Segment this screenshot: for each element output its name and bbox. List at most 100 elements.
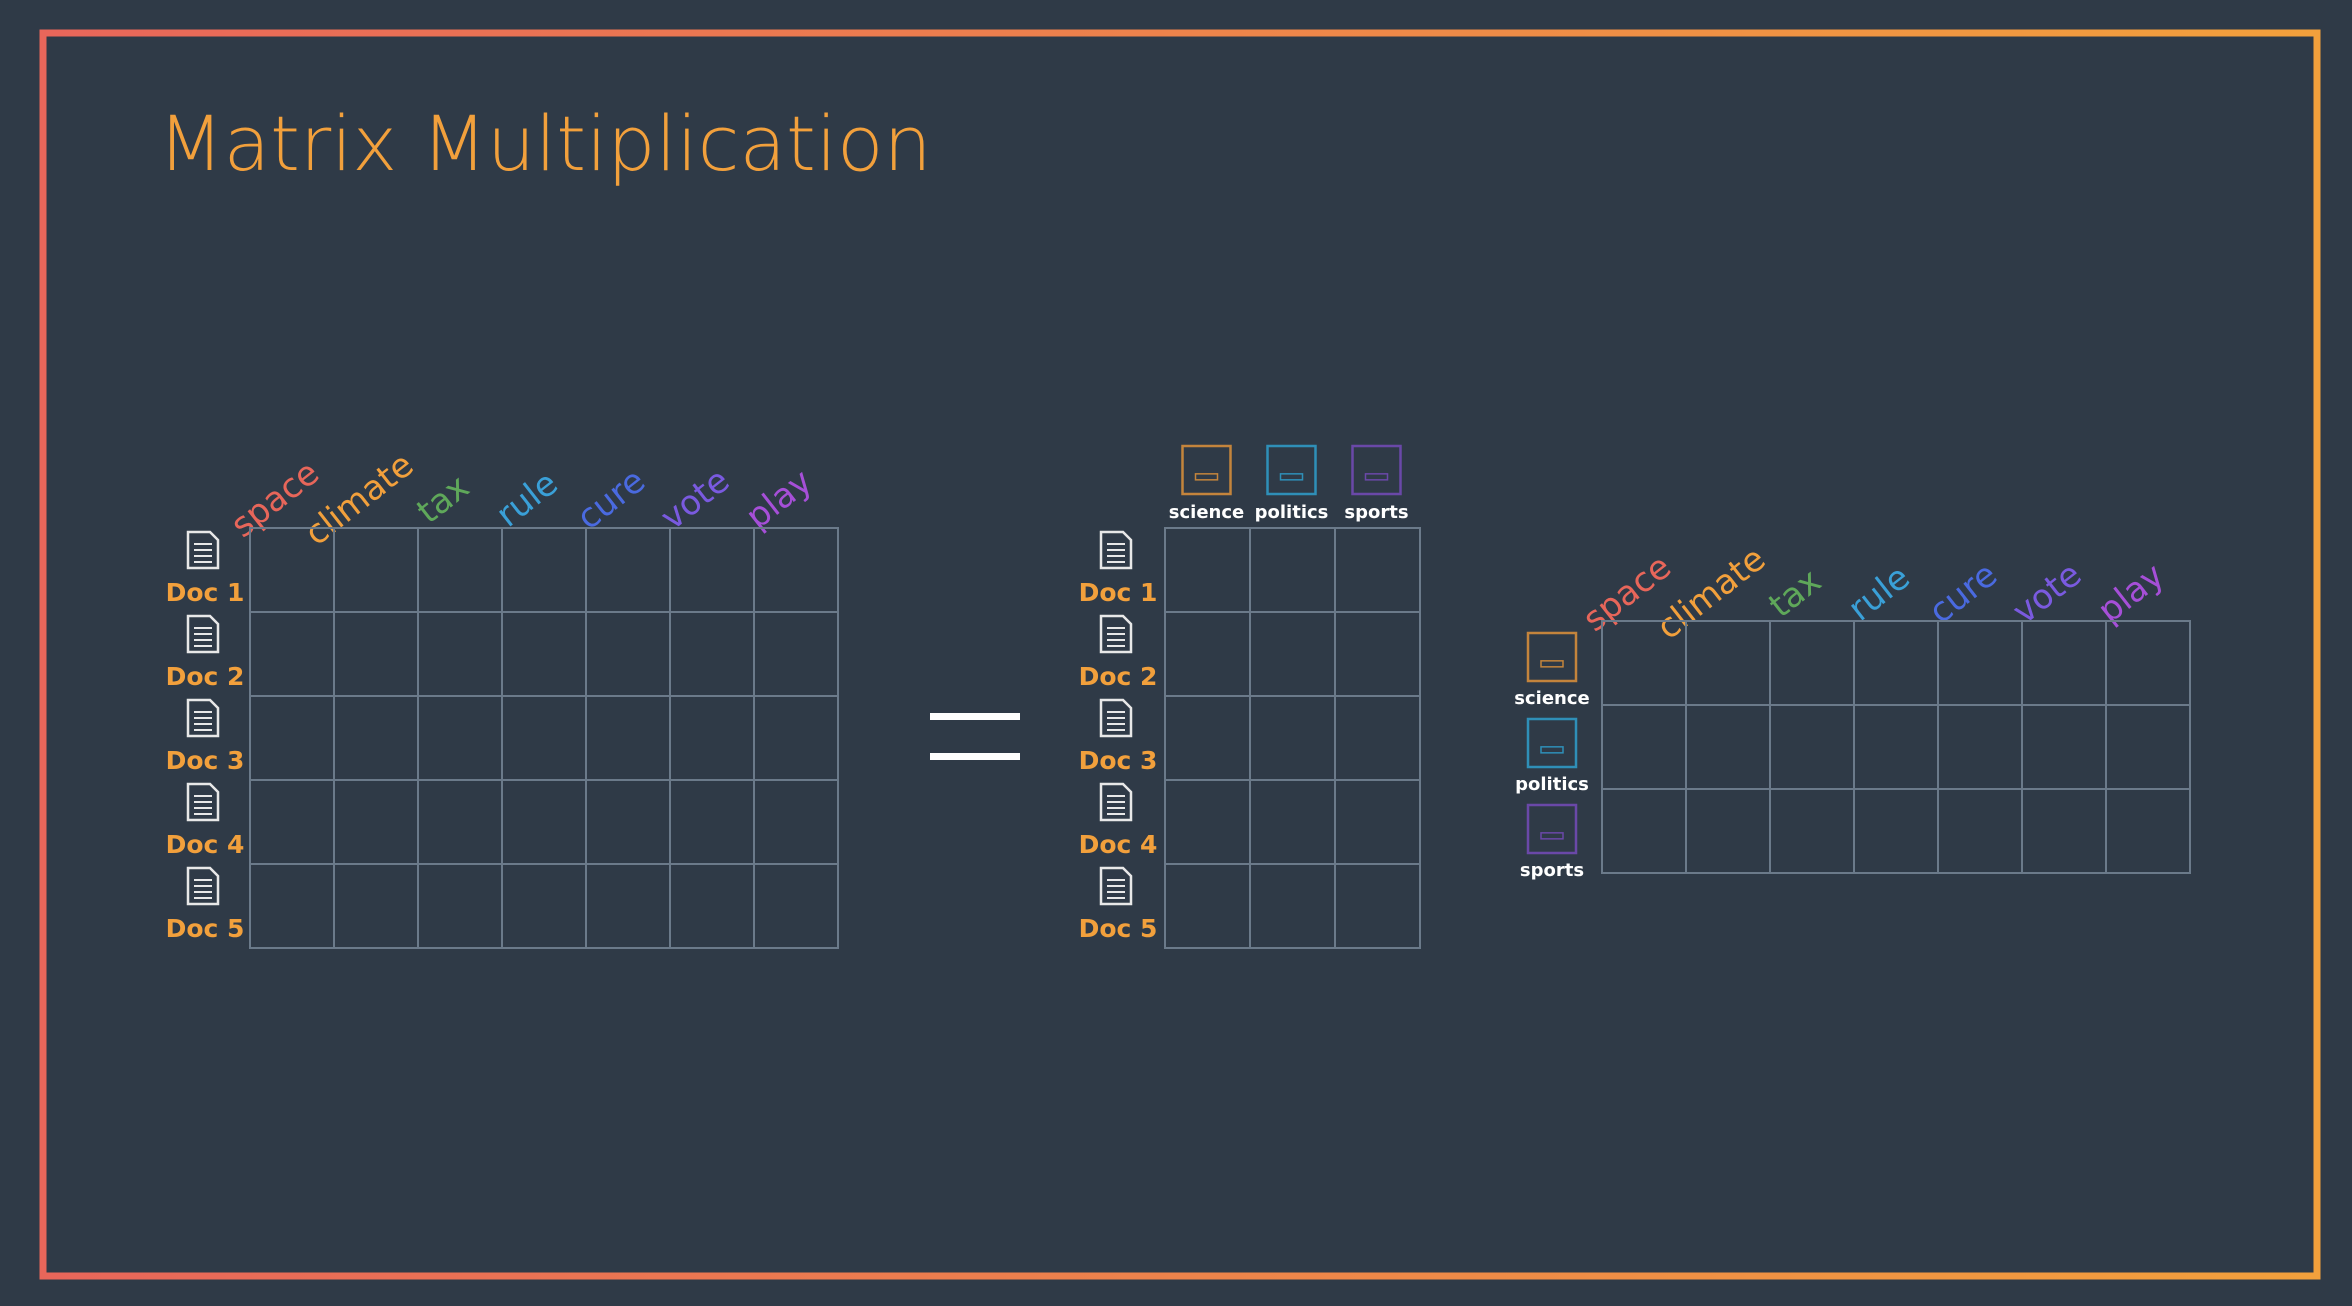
matrix-c-topic-labels: science politics sports (1514, 631, 1590, 881)
matrix-c-cell-r2-c1 (1601, 704, 1687, 790)
document-icon (186, 782, 220, 822)
matrix-a-cell-r3-c3 (417, 695, 503, 781)
matrix-a-cell-r2-c2 (333, 611, 419, 697)
matrix-a-cell-r4-c4 (501, 779, 587, 865)
slide-frame (39, 29, 2321, 1280)
matrix-a-doc-label: Doc 3 (166, 746, 245, 775)
matrix-a-cell-r3-c1 (249, 695, 335, 781)
matrix-a-cell-r3-c4 (501, 695, 587, 781)
matrix-b-cell-r3-c3 (1334, 695, 1421, 781)
matrix-a-cell-r5-c6 (669, 863, 755, 949)
matrix-a-word-vote: vote (653, 460, 737, 538)
document-icon (1099, 866, 1133, 906)
matrix-a-cell-r4-c5 (585, 779, 671, 865)
matrix-c-word-climate: climate (1649, 539, 1773, 648)
slide-title: Matrix Multiplication (158, 99, 932, 188)
matrix-c-cell-r2-c7 (2105, 704, 2191, 790)
matrix-c-grid (1601, 620, 2191, 874)
matrix-a-word-cure: cure (570, 461, 653, 538)
topic-box-icon (1526, 631, 1578, 683)
matrix-c-cell-r2-c3 (1769, 704, 1855, 790)
matrix-a-cell-r1-c7 (753, 527, 839, 613)
matrix-a-cell-r5-c7 (753, 863, 839, 949)
matrix-c-cell-r1-c2 (1685, 620, 1771, 706)
matrix-c-cell-r1-c7 (2105, 620, 2191, 706)
matrix-a-cell-r1-c6 (669, 527, 755, 613)
matrix-c-cell-r1-c5 (1937, 620, 2023, 706)
matrix-a-cell-r1-c5 (585, 527, 671, 613)
document-icon (186, 866, 220, 906)
matrix-a-cell-r1-c2 (333, 527, 419, 613)
matrix-c-cell-r2-c6 (2021, 704, 2107, 790)
matrix-a-cell-r2-c5 (585, 611, 671, 697)
matrix-b-doc-label: Doc 5 (1079, 914, 1158, 943)
matrix-a-cell-r4-c6 (669, 779, 755, 865)
matrix-b-doc-labels: Doc 1 Doc 2 Doc 3 Doc 4 Doc 5 (1079, 530, 1158, 943)
matrix-c-cell-r1-c4 (1853, 620, 1939, 706)
matrix-c-cell-r2-c2 (1685, 704, 1771, 790)
matrix-b-cell-r5-c3 (1334, 863, 1421, 949)
document-icon (1099, 782, 1133, 822)
document-icon (186, 530, 220, 570)
doc-topic-matrix: science politics sports Doc 1 Doc 2 Doc 3 Doc… (1079, 444, 1421, 949)
matrix-b-doc-label: Doc 3 (1079, 746, 1158, 775)
topic-box-icon (1526, 803, 1578, 855)
matrix-a-word-rule: rule (489, 463, 566, 535)
matrix-b-doc-label: Doc 1 (1079, 578, 1158, 607)
matrix-a-cell-r4-c7 (753, 779, 839, 865)
matrix-b-cell-r3-c2 (1249, 695, 1336, 781)
matrix-a-doc-label: Doc 2 (166, 662, 245, 691)
matrix-a-cell-r3-c7 (753, 695, 839, 781)
matrix-a-cell-r5-c5 (585, 863, 671, 949)
matrix-b-doc-label: Doc 2 (1079, 662, 1158, 691)
matrix-b-cell-r5-c1 (1164, 863, 1251, 949)
matrix-b-topic-label: sports (1344, 502, 1408, 523)
matrix-b-topic-label: science (1169, 502, 1244, 523)
matrix-a-doc-label: Doc 4 (166, 830, 245, 859)
matrix-a-cell-r5-c4 (501, 863, 587, 949)
topic-box-icon (1181, 444, 1232, 496)
matrix-a-cell-r2-c3 (417, 611, 503, 697)
matrix-b-cell-r4-c3 (1334, 779, 1421, 865)
matrix-c-topic-label: sports (1520, 860, 1584, 881)
matrix-a-grid (249, 527, 839, 949)
matrix-c-cell-r2-c4 (1853, 704, 1939, 790)
matrix-a-cell-r2-c1 (249, 611, 335, 697)
matrix-c-cell-r2-c5 (1937, 704, 2023, 790)
matrix-a-cell-r2-c4 (501, 611, 587, 697)
matrix-a-doc-label: Doc 5 (166, 914, 245, 943)
matrix-a-cell-r5-c2 (333, 863, 419, 949)
matrix-a-cell-r3-c6 (669, 695, 755, 781)
matrix-c-cell-r3-c3 (1769, 788, 1855, 874)
matrix-c-cell-r3-c7 (2105, 788, 2191, 874)
topic-box-icon (1526, 717, 1578, 769)
matrix-a-cell-r3-c5 (585, 695, 671, 781)
document-icon (1099, 698, 1133, 738)
matrix-a-word-climate: climate (297, 445, 421, 554)
matrix-a-cell-r5-c3 (417, 863, 503, 949)
matrix-c-cell-r3-c5 (1937, 788, 2023, 874)
matrix-a-cell-r2-c7 (753, 611, 839, 697)
matrix-b-cell-r1-c2 (1249, 527, 1336, 613)
matrix-a-cell-r1-c4 (501, 527, 587, 613)
matrix-b-cell-r2-c3 (1334, 611, 1421, 697)
matrix-a-cell-r4-c2 (333, 779, 419, 865)
document-icon (186, 614, 220, 654)
document-icon (1099, 614, 1133, 654)
matrix-c-topic-label: science (1514, 688, 1589, 709)
matrix-b-cell-r5-c2 (1249, 863, 1336, 949)
matrix-c-word-play: play (2091, 555, 2172, 631)
document-icon (186, 698, 220, 738)
matrix-c-topic-label: politics (1515, 774, 1589, 795)
matrix-a-doc-labels: Doc 1 Doc 2 Doc 3 Doc 4 Doc 5 (166, 530, 245, 943)
equals-sign (930, 713, 1020, 760)
matrix-b-topic-label: politics (1255, 502, 1329, 523)
matrix-c-cell-r3-c6 (2021, 788, 2107, 874)
topic-box-icon (1351, 444, 1402, 496)
document-icon (1099, 530, 1133, 570)
matrix-c-word-rule: rule (1841, 557, 1918, 629)
matrix-b-cell-r4-c1 (1164, 779, 1251, 865)
